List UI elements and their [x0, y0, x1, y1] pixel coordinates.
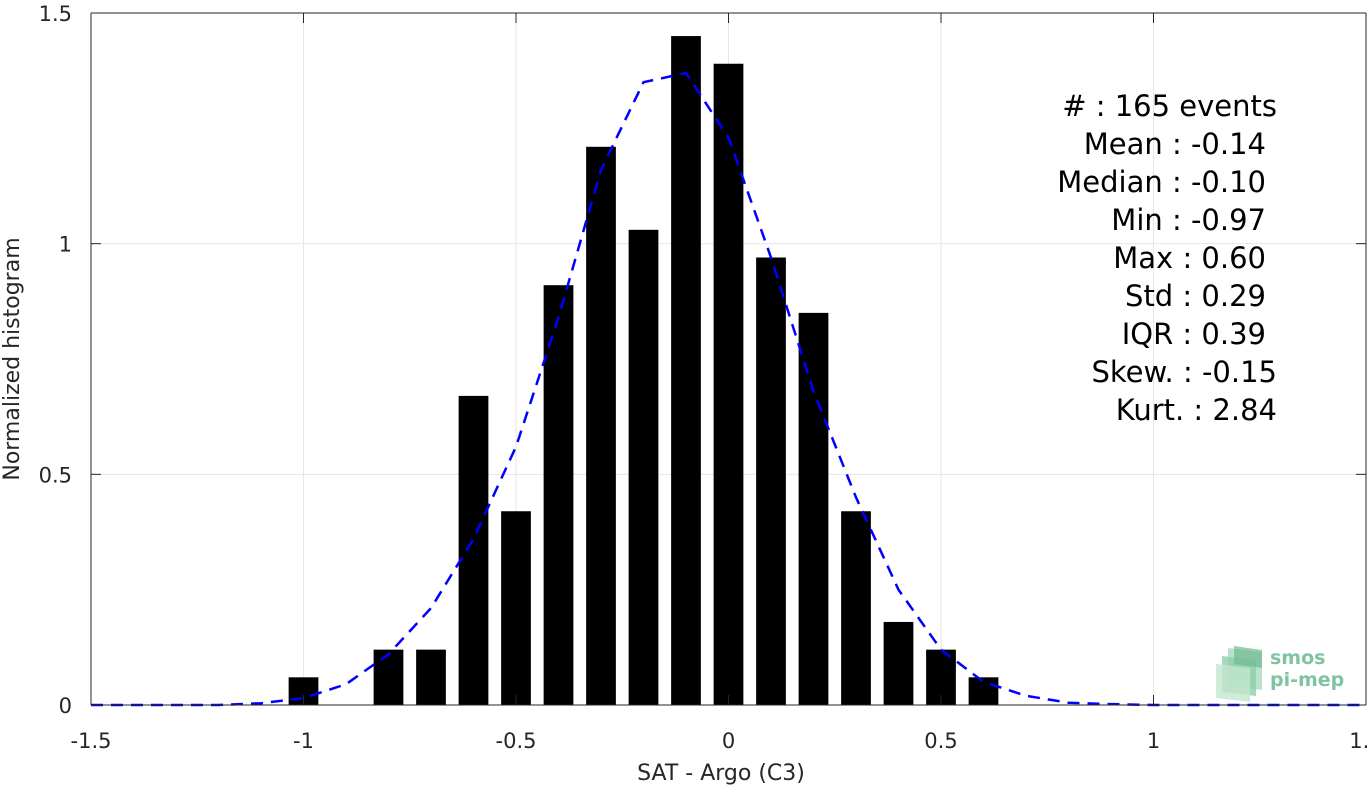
histogram-bar — [756, 257, 786, 705]
histogram-bar — [841, 511, 871, 705]
x-axis-ticks: -1.5 -1 -0.5 0 0.5 1 1.5 — [71, 13, 1367, 753]
statistics-annotation: # : 165 events Mean : -0.14 Median : -0.10… — [1057, 89, 1277, 427]
logo-text-smos: smos — [1270, 647, 1325, 669]
x-tick-label: 0.5 — [924, 729, 957, 753]
histogram-bar — [373, 649, 404, 705]
logo-graphic-icon — [1216, 646, 1262, 702]
histogram-bar — [416, 649, 446, 705]
gaussian-fit-curve — [91, 71, 1366, 707]
y-axis-label: Normalized histogram — [0, 237, 25, 480]
histogram-bar — [586, 146, 616, 705]
histogram-bar — [968, 677, 999, 705]
y-tick-label: 0.5 — [39, 463, 72, 487]
y-tick-label: 1.5 — [39, 2, 72, 26]
histogram-bar — [458, 395, 489, 705]
stat-line: Mean : -0.14 — [1084, 127, 1266, 161]
stat-line: Max : 0.60 — [1113, 241, 1266, 275]
histogram-bars — [288, 36, 999, 706]
x-tick-label: -1.5 — [71, 729, 112, 753]
y-tick-label: 1 — [59, 233, 72, 257]
x-tick-label: 1 — [1147, 729, 1160, 753]
stat-line: Median : -0.10 — [1057, 165, 1266, 199]
logo-text-pi-mep: pi-mep — [1270, 669, 1344, 691]
stat-line: Kurt. : 2.84 — [1116, 393, 1277, 427]
histogram-bar — [713, 63, 744, 706]
x-tick-label: -0.5 — [496, 729, 537, 753]
histogram-bar — [628, 229, 659, 705]
histogram-bar — [883, 621, 914, 705]
smos-pi-mep-logo: smos pi-mep — [1216, 646, 1344, 702]
histogram-bar — [798, 312, 829, 705]
stat-line: Std : 0.29 — [1125, 279, 1266, 313]
stat-line: # : 165 events — [1062, 89, 1277, 123]
y-tick-label: 0 — [59, 694, 72, 718]
histogram-bar — [501, 511, 531, 705]
x-tick-label: -1 — [293, 729, 314, 753]
histogram-bar — [543, 285, 574, 705]
x-tick-label: 0 — [722, 729, 735, 753]
y-axis-ticks: 0 0.5 1 1.5 — [39, 2, 1366, 718]
stat-line: Skew. : -0.15 — [1091, 355, 1277, 389]
x-axis-label: SAT - Argo (C3) — [637, 761, 805, 786]
x-tick-label: 1.5 — [1349, 729, 1367, 753]
stat-line: IQR : 0.39 — [1122, 317, 1266, 351]
stat-line: Min : -0.97 — [1111, 203, 1266, 237]
histogram-bar — [671, 36, 701, 706]
